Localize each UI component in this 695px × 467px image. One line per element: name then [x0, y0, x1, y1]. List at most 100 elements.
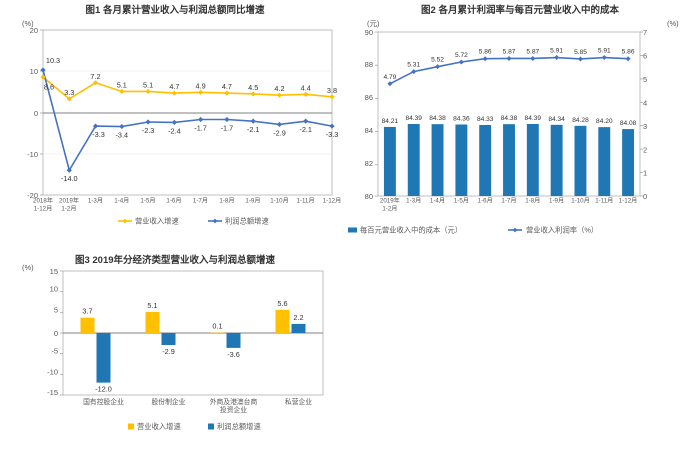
svg-text:3: 3 — [643, 122, 647, 131]
svg-text:0.1: 0.1 — [212, 322, 222, 331]
svg-text:10.3: 10.3 — [46, 56, 60, 65]
svg-text:84.38: 84.38 — [429, 115, 446, 122]
svg-text:5.91: 5.91 — [550, 48, 563, 55]
svg-text:图3 2019年分经济类型营业收入与利润总额增速: 图3 2019年分经济类型营业收入与利润总额增速 — [75, 254, 276, 266]
svg-text:1-4月: 1-4月 — [430, 198, 445, 205]
svg-text:2018年: 2018年 — [33, 197, 53, 205]
svg-text:5.86: 5.86 — [479, 49, 492, 56]
svg-text:-1.7: -1.7 — [221, 124, 234, 133]
svg-text:0: 0 — [34, 109, 38, 118]
svg-text:私营企业: 私营企业 — [285, 397, 312, 406]
svg-text:1-2月: 1-2月 — [61, 206, 76, 213]
svg-text:7: 7 — [643, 28, 647, 37]
svg-text:1-2月: 1-2月 — [382, 206, 397, 213]
svg-text:-1.7: -1.7 — [194, 124, 207, 133]
svg-text:5.87: 5.87 — [503, 49, 516, 56]
svg-text:1: 1 — [643, 169, 647, 178]
svg-text:80: 80 — [365, 192, 373, 201]
svg-text:4.9: 4.9 — [196, 81, 206, 90]
svg-text:1-3月: 1-3月 — [406, 198, 421, 205]
svg-text:5.1: 5.1 — [143, 81, 153, 90]
svg-text:5: 5 — [643, 75, 647, 84]
svg-text:1-8月: 1-8月 — [219, 198, 234, 205]
svg-text:每百元营业收入中的成本（元）: 每百元营业收入中的成本（元） — [360, 226, 462, 235]
svg-text:营业收入利润率（%）: 营业收入利润率（%） — [526, 226, 598, 235]
svg-text:-10: -10 — [47, 367, 58, 376]
svg-text:2: 2 — [643, 145, 647, 154]
svg-text:-3.4: -3.4 — [116, 131, 129, 140]
svg-text:7.2: 7.2 — [90, 72, 100, 81]
svg-text:(%): (%) — [667, 19, 679, 28]
svg-text:5.85: 5.85 — [574, 49, 587, 56]
svg-text:5.91: 5.91 — [598, 48, 611, 55]
svg-text:0: 0 — [54, 329, 58, 338]
svg-text:1-9月: 1-9月 — [245, 198, 260, 205]
svg-text:国有控股企业: 国有控股企业 — [83, 397, 124, 406]
svg-text:2019年: 2019年 — [380, 197, 400, 205]
svg-text:84.08: 84.08 — [620, 120, 637, 127]
svg-text:1-12月: 1-12月 — [34, 206, 53, 213]
svg-text:图2 各月累计利润率与每百元营业收入中的成本: 图2 各月累计利润率与每百元营业收入中的成本 — [421, 4, 619, 16]
svg-text:外商及港澳台商: 外商及港澳台商 — [210, 397, 258, 406]
svg-text:-10: -10 — [27, 150, 38, 159]
svg-text:-2.4: -2.4 — [168, 126, 181, 135]
svg-text:5.31: 5.31 — [407, 62, 420, 69]
svg-text:4: 4 — [643, 98, 647, 107]
svg-text:84.20: 84.20 — [596, 118, 613, 125]
svg-text:5.87: 5.87 — [526, 49, 539, 56]
svg-text:利润总额增速: 利润总额增速 — [217, 422, 261, 431]
svg-text:8.6: 8.6 — [44, 83, 54, 92]
svg-text:2019年: 2019年 — [59, 197, 79, 205]
svg-text:(元): (元) — [367, 19, 380, 28]
svg-text:2.2: 2.2 — [293, 313, 303, 322]
svg-text:4.7: 4.7 — [169, 82, 179, 91]
svg-text:1-4月: 1-4月 — [114, 198, 129, 205]
svg-text:84.39: 84.39 — [525, 115, 542, 122]
svg-text:1-5月: 1-5月 — [454, 198, 469, 205]
svg-text:15: 15 — [50, 267, 58, 276]
svg-text:5.86: 5.86 — [622, 49, 635, 56]
svg-text:1-6月: 1-6月 — [166, 198, 181, 205]
svg-text:1-11月: 1-11月 — [595, 198, 613, 205]
svg-text:1-12月: 1-12月 — [323, 198, 342, 205]
svg-text:5: 5 — [54, 305, 58, 314]
svg-text:-3.3: -3.3 — [326, 130, 339, 139]
svg-text:-12.0: -12.0 — [95, 385, 112, 394]
svg-text:10: 10 — [50, 284, 58, 293]
svg-text:-3.3: -3.3 — [92, 130, 105, 139]
svg-text:4.7: 4.7 — [222, 82, 232, 91]
svg-text:投资企业: 投资企业 — [220, 405, 247, 414]
svg-text:20: 20 — [30, 26, 38, 35]
svg-text:4.4: 4.4 — [301, 83, 311, 92]
svg-text:90: 90 — [365, 28, 373, 37]
svg-text:84.38: 84.38 — [501, 115, 518, 122]
svg-text:86: 86 — [365, 93, 373, 102]
svg-text:1-3月: 1-3月 — [88, 198, 103, 205]
svg-text:5.1: 5.1 — [147, 301, 157, 310]
svg-text:3.3: 3.3 — [64, 88, 74, 97]
svg-text:-2.3: -2.3 — [142, 126, 155, 135]
svg-text:88: 88 — [365, 60, 373, 69]
svg-text:1-6月: 1-6月 — [478, 198, 493, 205]
svg-text:0: 0 — [643, 192, 647, 201]
svg-text:5.6: 5.6 — [277, 299, 287, 308]
svg-text:6: 6 — [643, 52, 647, 61]
svg-text:84: 84 — [365, 126, 373, 135]
svg-text:(%): (%) — [22, 263, 34, 272]
svg-text:84.33: 84.33 — [477, 116, 494, 123]
svg-text:-3.6: -3.6 — [227, 350, 240, 359]
svg-text:84.21: 84.21 — [382, 118, 399, 125]
svg-text:1-11月: 1-11月 — [296, 198, 314, 205]
svg-text:-15: -15 — [47, 388, 58, 397]
svg-text:10: 10 — [30, 67, 38, 76]
svg-text:图1 各月累计营业收入与利润总额同比增速: 图1 各月累计营业收入与利润总额同比增速 — [86, 4, 265, 16]
svg-text:1-7月: 1-7月 — [193, 198, 208, 205]
svg-text:84.34: 84.34 — [548, 116, 565, 123]
svg-text:84.36: 84.36 — [453, 116, 470, 123]
svg-text:82: 82 — [365, 159, 373, 168]
svg-text:5.52: 5.52 — [431, 57, 444, 64]
svg-text:营业收入增速: 营业收入增速 — [137, 422, 181, 431]
svg-text:1-9月: 1-9月 — [549, 198, 564, 205]
svg-text:-2.1: -2.1 — [247, 125, 260, 134]
svg-text:股份制企业: 股份制企业 — [152, 397, 186, 406]
